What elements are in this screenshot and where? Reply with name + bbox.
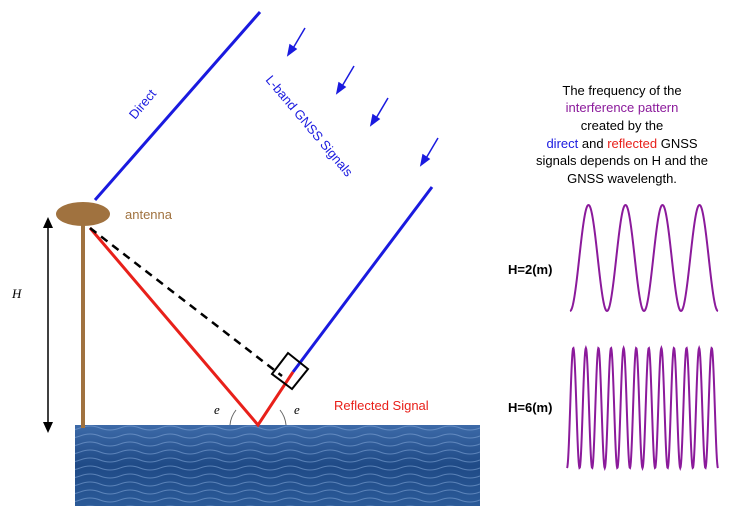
word: and [582, 136, 604, 151]
antenna-icon [56, 202, 110, 226]
reflected-word: reflected [607, 136, 657, 151]
diagram: Direct L-band GNSS Signals antenna H e e… [0, 0, 753, 506]
description-line: created by the [581, 118, 663, 133]
reflected-ray [90, 228, 293, 425]
reflected-label: Reflected Signal [334, 398, 429, 413]
direct-ray [95, 12, 260, 200]
water-ripples [75, 425, 480, 506]
description-line: interference pattern [566, 100, 679, 115]
path-difference [90, 228, 282, 376]
angle-label: e [214, 402, 220, 417]
wave-label: H=2(m) [508, 262, 552, 277]
direct-label: Direct [126, 86, 160, 122]
signal-arrows [288, 28, 438, 165]
interference-wave [567, 348, 718, 468]
wave-label: H=6(m) [508, 400, 552, 415]
direct-word: direct [546, 136, 578, 151]
interference-wave [570, 205, 718, 311]
description-line: The frequency of the [562, 83, 681, 98]
word: GNSS [661, 136, 698, 151]
description-line: direct and reflected GNSS [546, 136, 697, 151]
description-line: signals depends on H and the [536, 153, 708, 168]
angle-label: e [294, 402, 300, 417]
height-label: H [11, 286, 22, 301]
antenna-label: antenna [125, 207, 173, 222]
direct-ray [293, 187, 432, 372]
description-line: GNSS wavelength. [567, 171, 677, 186]
